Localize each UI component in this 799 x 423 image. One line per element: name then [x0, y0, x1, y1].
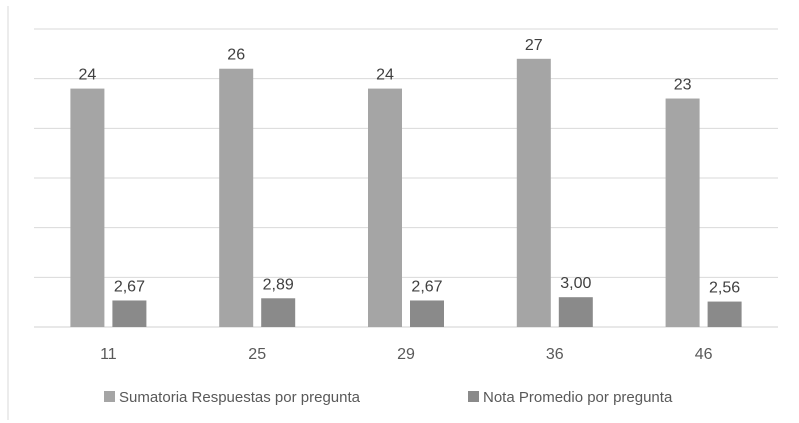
x-tick-label: 25 [248, 346, 266, 363]
legend-swatch-series2 [468, 391, 479, 402]
legend: Sumatoria Respuestas por pregunta Nota Pr… [104, 389, 673, 406]
x-tick-label: 36 [546, 346, 564, 363]
bar-series1-29 [368, 88, 402, 327]
bars [70, 58, 742, 328]
bar-series2-46 [707, 301, 742, 327]
data-labels: 24 2,67 26 2,89 24 2,67 27 3,00 23 2,56 [79, 37, 741, 297]
x-tick-label: 29 [397, 346, 415, 363]
bar-series2-36 [558, 297, 593, 327]
legend-label-series1: Sumatoria Respuestas por pregunta [119, 389, 361, 406]
data-label-series1-25: 26 [227, 47, 245, 64]
x-tick-label: 46 [695, 346, 713, 363]
x-tick-label: 11 [100, 346, 117, 363]
legend-label-series2: Nota Promedio por pregunta [483, 389, 673, 406]
data-label-series2-11: 2,67 [114, 278, 145, 295]
data-label-series1-11: 24 [79, 67, 97, 84]
bar-series1-25 [219, 68, 254, 327]
bar-series1-46 [665, 98, 700, 328]
data-label-series1-36: 27 [525, 37, 543, 54]
data-label-series1-46: 23 [674, 77, 692, 94]
legend-swatch-series1 [104, 391, 115, 402]
bar-series1-11 [70, 88, 105, 327]
data-label-series2-46: 2,56 [709, 280, 740, 297]
bar-series2-25 [261, 298, 296, 327]
data-label-series1-29: 24 [376, 67, 394, 84]
data-label-series2-29: 2,67 [411, 278, 442, 295]
gridlines [7, 6, 778, 420]
bar-series2-11 [112, 300, 147, 327]
data-label-series2-36: 3,00 [560, 275, 591, 292]
bar-series2-29 [410, 300, 444, 327]
data-label-series2-25: 2,89 [263, 276, 294, 293]
bar-series1-36 [516, 58, 551, 328]
x-axis-ticks: 11 25 29 36 46 [100, 346, 713, 363]
